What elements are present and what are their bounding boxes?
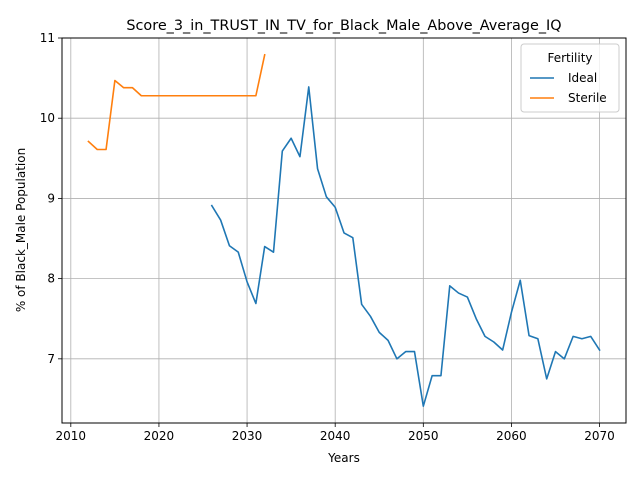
legend: Fertility Ideal Sterile [520, 43, 620, 113]
legend-title: Fertility [547, 51, 592, 65]
legend-label-sterile: Sterile [568, 91, 607, 105]
series-line-sterile [87, 53, 266, 151]
x-tick-label: 2020 [144, 429, 175, 443]
x-tick-label: 2040 [320, 429, 351, 443]
y-tick-label: 9 [47, 191, 55, 205]
grid-lines [62, 37, 626, 423]
legend-label-ideal: Ideal [568, 71, 597, 85]
x-tick-label: 2070 [584, 429, 615, 443]
legend-box [520, 43, 620, 113]
x-tick-label: 2060 [496, 429, 527, 443]
plot-frame [61, 37, 627, 424]
series-line-ideal [210, 86, 601, 407]
series-lines [87, 53, 601, 407]
x-tick-label: 2030 [232, 429, 263, 443]
y-axis-ticks: 7 8 9 10 11 [40, 31, 62, 366]
y-tick-label: 7 [47, 352, 55, 366]
chart-title: Score_3_in_TRUST_IN_TV_for_Black_Male_Ab… [126, 18, 561, 34]
x-tick-label: 2050 [408, 429, 439, 443]
y-tick-label: 10 [40, 111, 55, 125]
x-axis-label: Years [327, 451, 360, 465]
x-axis-ticks: 2010 2020 2030 2040 2050 2060 2070 [56, 423, 615, 443]
y-tick-label: 11 [40, 31, 55, 45]
y-tick-label: 8 [47, 272, 55, 286]
y-axis-label: % of Black_Male Population [14, 148, 28, 312]
x-tick-label: 2010 [56, 429, 87, 443]
